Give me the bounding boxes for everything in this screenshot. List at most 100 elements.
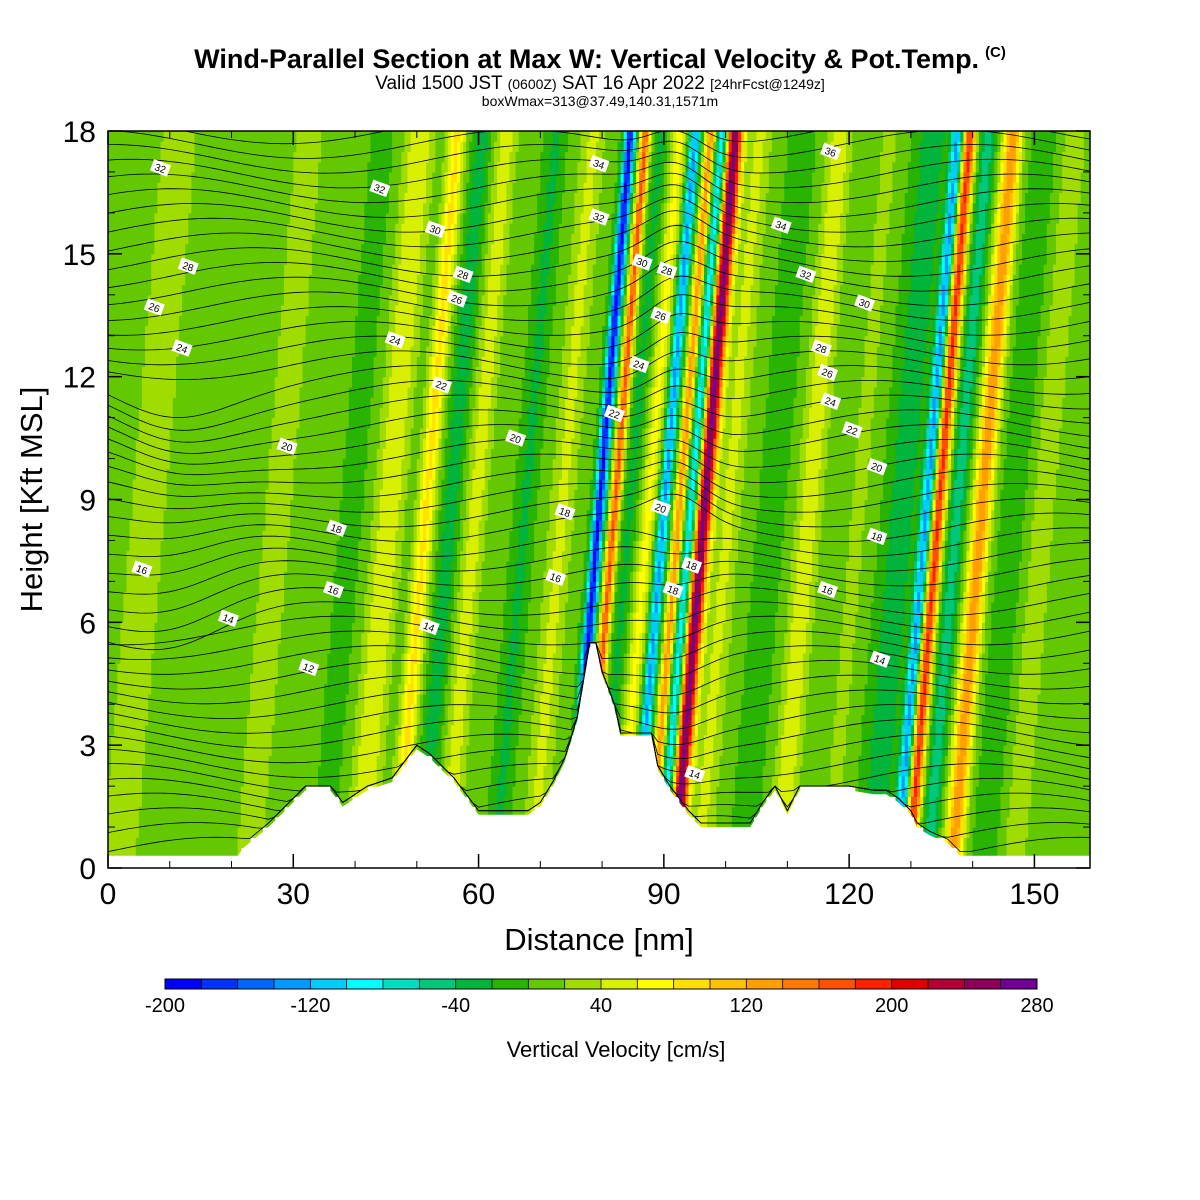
velocity-cell — [324, 141, 328, 153]
velocity-cell — [157, 786, 162, 797]
velocity-cell — [182, 305, 186, 316]
velocity-cell — [141, 212, 146, 224]
velocity-cell — [114, 540, 118, 552]
velocity-cell — [185, 560, 189, 572]
velocity-cell — [132, 284, 137, 296]
velocity-cell — [234, 417, 239, 429]
velocity-cell — [250, 601, 254, 613]
velocity-cell — [324, 509, 328, 521]
velocity-cell — [212, 837, 217, 849]
velocity-cell — [259, 305, 264, 316]
velocity-cell — [234, 550, 239, 562]
velocity-cell — [308, 591, 313, 603]
velocity-cell — [151, 345, 155, 357]
velocity-cell — [160, 499, 165, 511]
velocity-cell — [284, 458, 288, 470]
velocity-cell — [296, 673, 301, 685]
velocity-cell — [324, 765, 328, 777]
velocity-cell — [321, 407, 325, 419]
velocity-cell — [243, 673, 248, 685]
velocity-cell — [191, 202, 196, 214]
velocity-cell — [206, 786, 211, 797]
velocity-cell — [219, 407, 223, 419]
velocity-cell — [132, 161, 137, 173]
velocity-cell — [311, 755, 316, 767]
velocity-cell — [135, 509, 140, 521]
velocity-cell — [268, 734, 273, 746]
velocity-cell — [324, 325, 328, 337]
velocity-cell — [237, 468, 242, 480]
velocity-cell — [330, 683, 335, 695]
velocity-cell — [274, 366, 279, 378]
velocity-cell — [277, 284, 282, 296]
velocity-cell — [216, 519, 220, 531]
velocity-cell — [280, 264, 285, 275]
velocity-cell — [246, 816, 251, 828]
velocity-cell — [268, 182, 273, 194]
velocity-cell — [216, 407, 220, 419]
velocity-cell — [259, 253, 264, 265]
velocity-cell — [188, 673, 192, 685]
velocity-cell — [240, 223, 245, 234]
velocity-cell — [197, 468, 202, 480]
velocity-cell — [157, 530, 162, 542]
velocity-cell — [108, 806, 112, 818]
velocity-cell — [222, 847, 226, 859]
velocity-cell — [138, 417, 143, 429]
velocity-cell — [317, 683, 322, 695]
velocity-cell — [225, 253, 230, 265]
velocity-cell — [287, 796, 291, 808]
velocity-cell — [172, 714, 177, 726]
velocity-cell — [317, 141, 322, 153]
velocity-cell — [296, 683, 301, 695]
velocity-cell — [268, 448, 273, 460]
velocity-cell — [148, 796, 152, 808]
velocity-cell — [206, 847, 211, 859]
velocity-cell — [212, 540, 217, 552]
velocity-cell — [108, 847, 112, 859]
velocity-cell — [290, 253, 294, 265]
velocity-cell — [262, 397, 267, 408]
velocity-cell — [172, 141, 177, 153]
velocity-cell — [246, 734, 251, 746]
velocity-cell — [188, 540, 192, 552]
velocity-cell — [265, 212, 270, 224]
velocity-cell — [185, 151, 189, 163]
velocity-cell — [290, 171, 294, 183]
velocity-cell — [129, 212, 134, 224]
velocity-cell — [228, 632, 233, 644]
velocity-cell — [114, 397, 118, 408]
velocity-cell — [253, 407, 257, 419]
velocity-cell — [114, 294, 118, 306]
velocity-cell — [222, 642, 226, 654]
velocity-cell — [262, 663, 267, 675]
velocity-cell — [231, 550, 236, 562]
velocity-cell — [225, 407, 230, 419]
velocity-cell — [280, 305, 285, 316]
velocity-cell — [157, 171, 162, 183]
velocity-cell — [327, 151, 331, 163]
velocity-cell — [271, 734, 276, 746]
velocity-cell — [231, 806, 236, 818]
velocity-cell — [182, 775, 186, 787]
velocity-cell — [256, 376, 260, 388]
velocity-cell — [108, 417, 112, 429]
velocity-cell — [148, 468, 152, 480]
velocity-cell — [111, 683, 115, 695]
velocity-cell — [108, 581, 112, 593]
velocity-cell — [327, 161, 331, 173]
velocity-cell — [157, 775, 162, 787]
velocity-cell — [290, 458, 294, 470]
velocity-cell — [129, 489, 134, 501]
velocity-cell — [114, 489, 118, 501]
velocity-cell — [253, 294, 257, 306]
velocity-cell — [259, 315, 264, 327]
velocity-cell — [200, 581, 205, 593]
velocity-cell — [222, 479, 226, 490]
velocity-cell — [321, 223, 325, 234]
velocity-cell — [308, 325, 313, 337]
velocity-cell — [277, 765, 282, 777]
velocity-cell — [126, 468, 131, 480]
velocity-cell — [231, 223, 236, 234]
velocity-cell — [321, 376, 325, 388]
